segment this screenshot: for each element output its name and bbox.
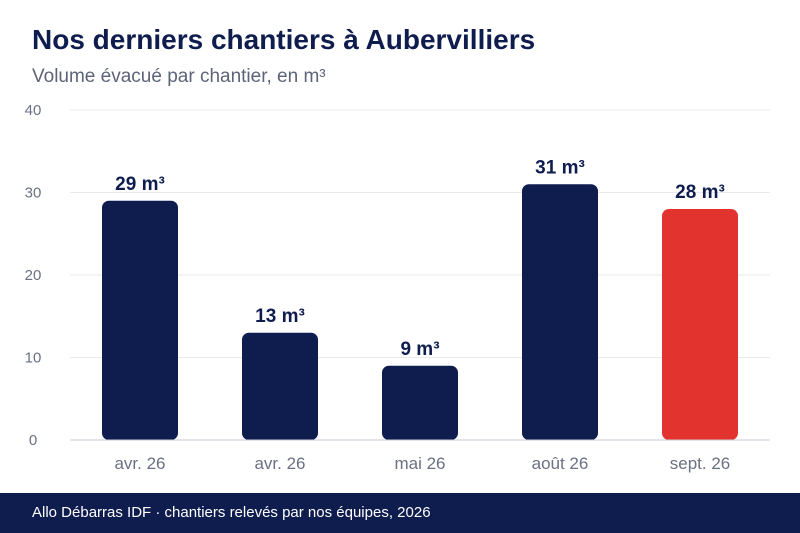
bar bbox=[662, 209, 738, 440]
y-tick-label: 10 bbox=[25, 350, 42, 367]
chart-title: Nos derniers chantiers à Aubervilliers bbox=[32, 24, 536, 55]
x-axis-ticks: avr. 26 avr. 26 mai 26 août 26 sept. 26 bbox=[114, 454, 730, 473]
bar bbox=[522, 184, 598, 440]
bar bbox=[242, 332, 318, 440]
data-labels: 29 m³ 13 m³ 9 m³ 31 m³ 28 m³ bbox=[115, 157, 725, 360]
data-label: 13 m³ bbox=[255, 306, 305, 327]
x-tick-label: avr. 26 bbox=[254, 454, 305, 473]
y-tick-label: 40 bbox=[25, 102, 42, 119]
data-label: 29 m³ bbox=[115, 174, 165, 195]
x-tick-label: avr. 26 bbox=[114, 454, 165, 473]
footer-source: Allo Débarras IDF · chantiers relevés pa… bbox=[32, 504, 431, 521]
footer-bar: Allo Débarras IDF · chantiers relevés pa… bbox=[0, 493, 800, 533]
y-tick-label: 30 bbox=[25, 185, 42, 202]
bar bbox=[102, 200, 178, 440]
grid-lines bbox=[70, 109, 770, 358]
x-tick-label: août 26 bbox=[532, 454, 589, 473]
bars bbox=[102, 184, 738, 440]
bar bbox=[382, 365, 458, 440]
x-tick-label: mai 26 bbox=[394, 454, 445, 473]
y-tick-label: 20 bbox=[25, 267, 42, 284]
data-label: 28 m³ bbox=[675, 182, 725, 203]
data-label: 9 m³ bbox=[400, 339, 439, 360]
y-axis-ticks: 0 10 20 30 40 bbox=[25, 102, 42, 449]
y-tick-label: 0 bbox=[29, 432, 37, 449]
bar-chart: 0 10 20 30 40 29 m³ 13 m³ 9 m³ 31 m³ 28 m³ avr. … bbox=[25, 102, 770, 473]
data-label: 31 m³ bbox=[535, 157, 585, 178]
chart-subtitle: Volume évacué par chantier, en m³ bbox=[32, 66, 326, 87]
x-tick-label: sept. 26 bbox=[670, 454, 731, 473]
